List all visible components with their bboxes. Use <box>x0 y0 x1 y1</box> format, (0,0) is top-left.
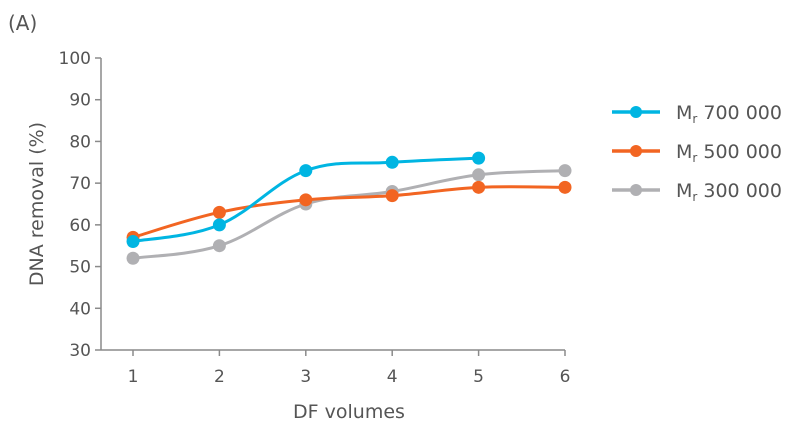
data-point <box>126 235 140 249</box>
panel-label: (A) <box>8 11 37 35</box>
data-point <box>472 151 486 165</box>
y-tick-label: 100 <box>59 49 91 69</box>
data-point <box>385 189 399 203</box>
data-point <box>472 168 486 182</box>
series-line <box>132 169 566 260</box>
legend-entry: Mr 300 000 <box>612 180 782 204</box>
y-tick-label: 90 <box>69 91 91 111</box>
y-tick-label: 50 <box>69 258 91 278</box>
data-point <box>558 180 572 194</box>
data-point <box>212 239 226 253</box>
data-point <box>126 251 140 265</box>
x-tick-label: 1 <box>128 367 139 387</box>
y-tick-label: 30 <box>69 341 91 361</box>
legend-marker <box>630 184 642 196</box>
y-tick-label: 80 <box>69 132 91 152</box>
x-tick-label: 5 <box>473 367 484 387</box>
x-tick-label: 4 <box>387 367 398 387</box>
y-tick-label: 40 <box>69 299 91 319</box>
legend-label: Mr 700 000 <box>676 102 782 126</box>
series-2 <box>126 164 572 265</box>
x-tick-label: 6 <box>560 367 571 387</box>
legend-marker <box>630 145 642 157</box>
axes: 30 40 50 60 70 80 90 100 1 2 3 4 5 6 <box>59 49 571 387</box>
data-point <box>212 205 226 219</box>
legend-entry: Mr 700 000 <box>612 102 782 126</box>
series-line <box>132 185 566 239</box>
legend: Mr 700 000 Mr 500 000 Mr 300 000 <box>612 102 782 204</box>
legend-label: Mr 500 000 <box>676 141 782 165</box>
x-tick-label: 2 <box>214 367 225 387</box>
y-tick-label: 70 <box>69 174 91 194</box>
y-tick-label: 60 <box>69 216 91 236</box>
data-point <box>472 180 486 194</box>
x-axis-label: DF volumes <box>293 401 405 423</box>
data-point <box>299 164 313 178</box>
data-point <box>212 218 226 232</box>
series-1 <box>126 180 572 244</box>
data-point <box>299 193 313 207</box>
series-0 <box>126 151 486 249</box>
x-tick-label: 3 <box>300 367 311 387</box>
series-group <box>126 151 572 265</box>
data-point <box>385 155 399 169</box>
legend-entry: Mr 500 000 <box>612 141 782 165</box>
legend-label: Mr 300 000 <box>676 180 782 204</box>
legend-marker <box>630 106 642 118</box>
y-axis-label: DNA removal (%) <box>26 122 48 286</box>
data-point <box>558 164 572 178</box>
